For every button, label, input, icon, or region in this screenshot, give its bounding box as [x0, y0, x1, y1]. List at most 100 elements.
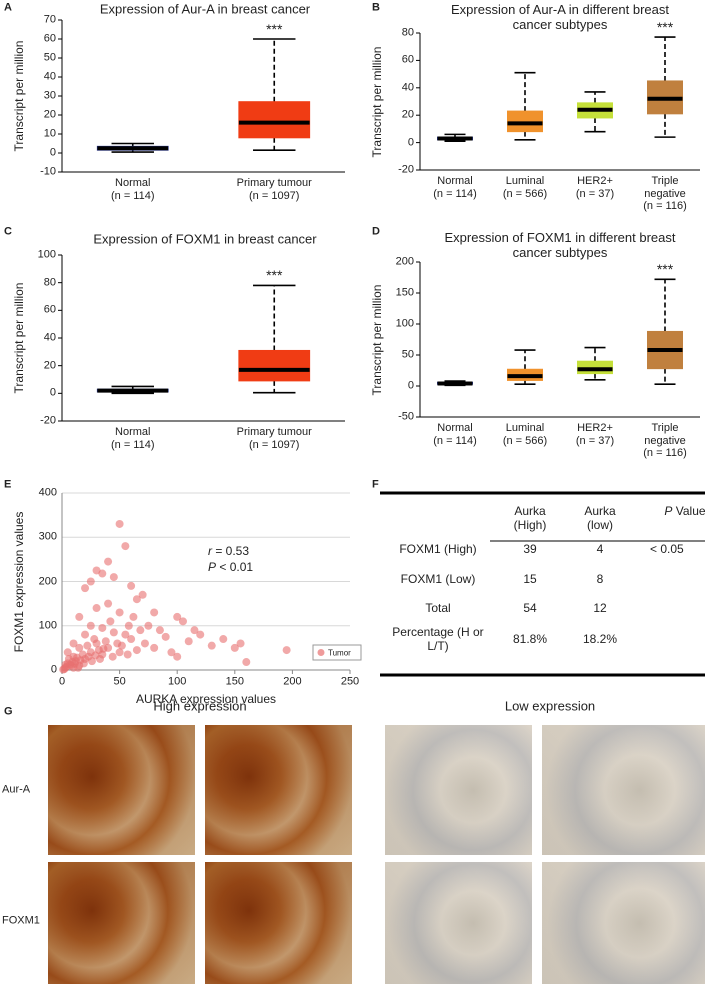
x-tick-label: 50 — [113, 675, 126, 688]
panel-label: B — [372, 1, 380, 14]
box — [238, 349, 311, 382]
point — [230, 643, 239, 652]
x-tick-label: Triple negative — [644, 422, 686, 447]
point — [104, 599, 113, 608]
category-count: (n = 1097) — [249, 438, 300, 451]
column-header: P Value — [664, 504, 706, 518]
y-tick-label: 200 — [38, 575, 57, 588]
y-tick-label: 200 — [395, 255, 414, 268]
point — [79, 659, 88, 668]
point — [121, 542, 130, 551]
row-label: FOXM1 (Low) — [400, 572, 476, 587]
category-label-group: Normal (n = 114) — [422, 175, 488, 200]
y-tick-label: 60 — [43, 32, 56, 45]
category-count: (n = 114) — [110, 438, 155, 451]
y-tick-label: 40 — [43, 70, 56, 83]
x-tick-label: HER2+ — [577, 175, 613, 187]
category-label-group: HER2+ (n = 37) — [562, 175, 628, 200]
category-label-group: Primary tumour (n = 1097) — [214, 426, 334, 451]
category-count: (n = 114) — [433, 187, 477, 200]
category-count: (n = 116) — [643, 447, 687, 460]
box — [238, 101, 311, 139]
y-tick-label: 80 — [43, 276, 56, 289]
point — [86, 577, 95, 586]
point — [140, 639, 149, 648]
x-tick-label: 0 — [58, 675, 66, 688]
row-label: FOXM1 (High) — [399, 542, 477, 557]
point — [129, 612, 138, 621]
panel-label: G — [4, 705, 13, 718]
point — [184, 637, 193, 646]
x-tick-label: Primary tumour — [236, 426, 312, 438]
point — [123, 650, 132, 659]
y-axis-label: FOXM1 expression values — [12, 511, 27, 652]
legend-label: Tumor — [328, 647, 351, 657]
y-tick-label: 40 — [43, 331, 56, 344]
y-tick-label: 10 — [43, 127, 56, 140]
y-axis-label: Transcript per million — [12, 282, 27, 394]
point — [207, 641, 216, 650]
category-count: (n = 114) — [433, 434, 477, 447]
table-cell: 15 — [523, 572, 537, 587]
point — [236, 639, 245, 648]
point — [83, 641, 92, 650]
y-axis-label: Transcript per million — [12, 40, 27, 152]
point — [108, 652, 117, 661]
y-tick-label: 20 — [43, 359, 56, 372]
x-tick-label: Luminal — [505, 175, 545, 187]
y-tick-label: 30 — [43, 89, 56, 102]
y-tick-label: 50 — [43, 51, 56, 64]
y-tick-label: -20 — [398, 163, 414, 176]
point — [124, 621, 133, 630]
panel-label: C — [4, 225, 12, 238]
category-label-group: Normal (n = 114) — [73, 426, 193, 451]
category-label-group: Triple negative (n = 116) — [632, 422, 698, 460]
point — [178, 617, 187, 626]
point — [98, 569, 107, 578]
y-tick-label: 100 — [395, 317, 414, 330]
point — [196, 630, 205, 639]
table-cell: 54 — [523, 601, 537, 616]
y-tick-label: 400 — [38, 486, 57, 499]
y-tick-label: -10 — [40, 165, 56, 178]
point — [59, 665, 68, 674]
stat-annotation: r = 0.53 — [208, 544, 250, 559]
point — [219, 635, 228, 644]
point — [98, 623, 107, 632]
ihc-image — [48, 725, 195, 855]
point — [242, 658, 251, 667]
x-tick-label: 250 — [340, 675, 360, 688]
point — [75, 643, 84, 652]
category-label-group: Normal (n = 114) — [73, 177, 193, 202]
significance-label: *** — [656, 19, 674, 36]
chart-title: Expression of FOXM1 in breast cancer — [93, 231, 317, 247]
point — [96, 654, 105, 663]
ihc-image — [385, 862, 532, 984]
category-count: (n = 566) — [502, 434, 548, 447]
significance-label: *** — [656, 261, 674, 278]
legend-marker — [317, 649, 325, 656]
y-axis-label: Transcript per million — [370, 284, 385, 395]
column-header: Aurka (High) — [513, 504, 547, 532]
row-label: Total — [425, 601, 451, 616]
point — [127, 581, 136, 590]
category-label-group: Normal (n = 114) — [422, 422, 488, 447]
category-count: (n = 37) — [575, 187, 615, 200]
significance-label: *** — [266, 267, 283, 284]
point — [90, 635, 99, 644]
point — [150, 608, 159, 617]
point — [117, 641, 126, 650]
point — [132, 646, 141, 655]
table-cell: 8 — [596, 572, 604, 587]
point — [167, 648, 176, 657]
x-tick-label: 150 — [225, 675, 244, 688]
significance-label: *** — [266, 20, 283, 37]
point — [109, 573, 118, 582]
y-tick-label: 100 — [38, 619, 57, 632]
y-tick-label: 0 — [407, 136, 414, 149]
column-title: Low expression — [504, 698, 596, 714]
category-label-group: Luminal (n = 566) — [492, 175, 558, 200]
y-tick-label: 40 — [401, 81, 414, 94]
category-count: (n = 1097) — [249, 189, 300, 202]
